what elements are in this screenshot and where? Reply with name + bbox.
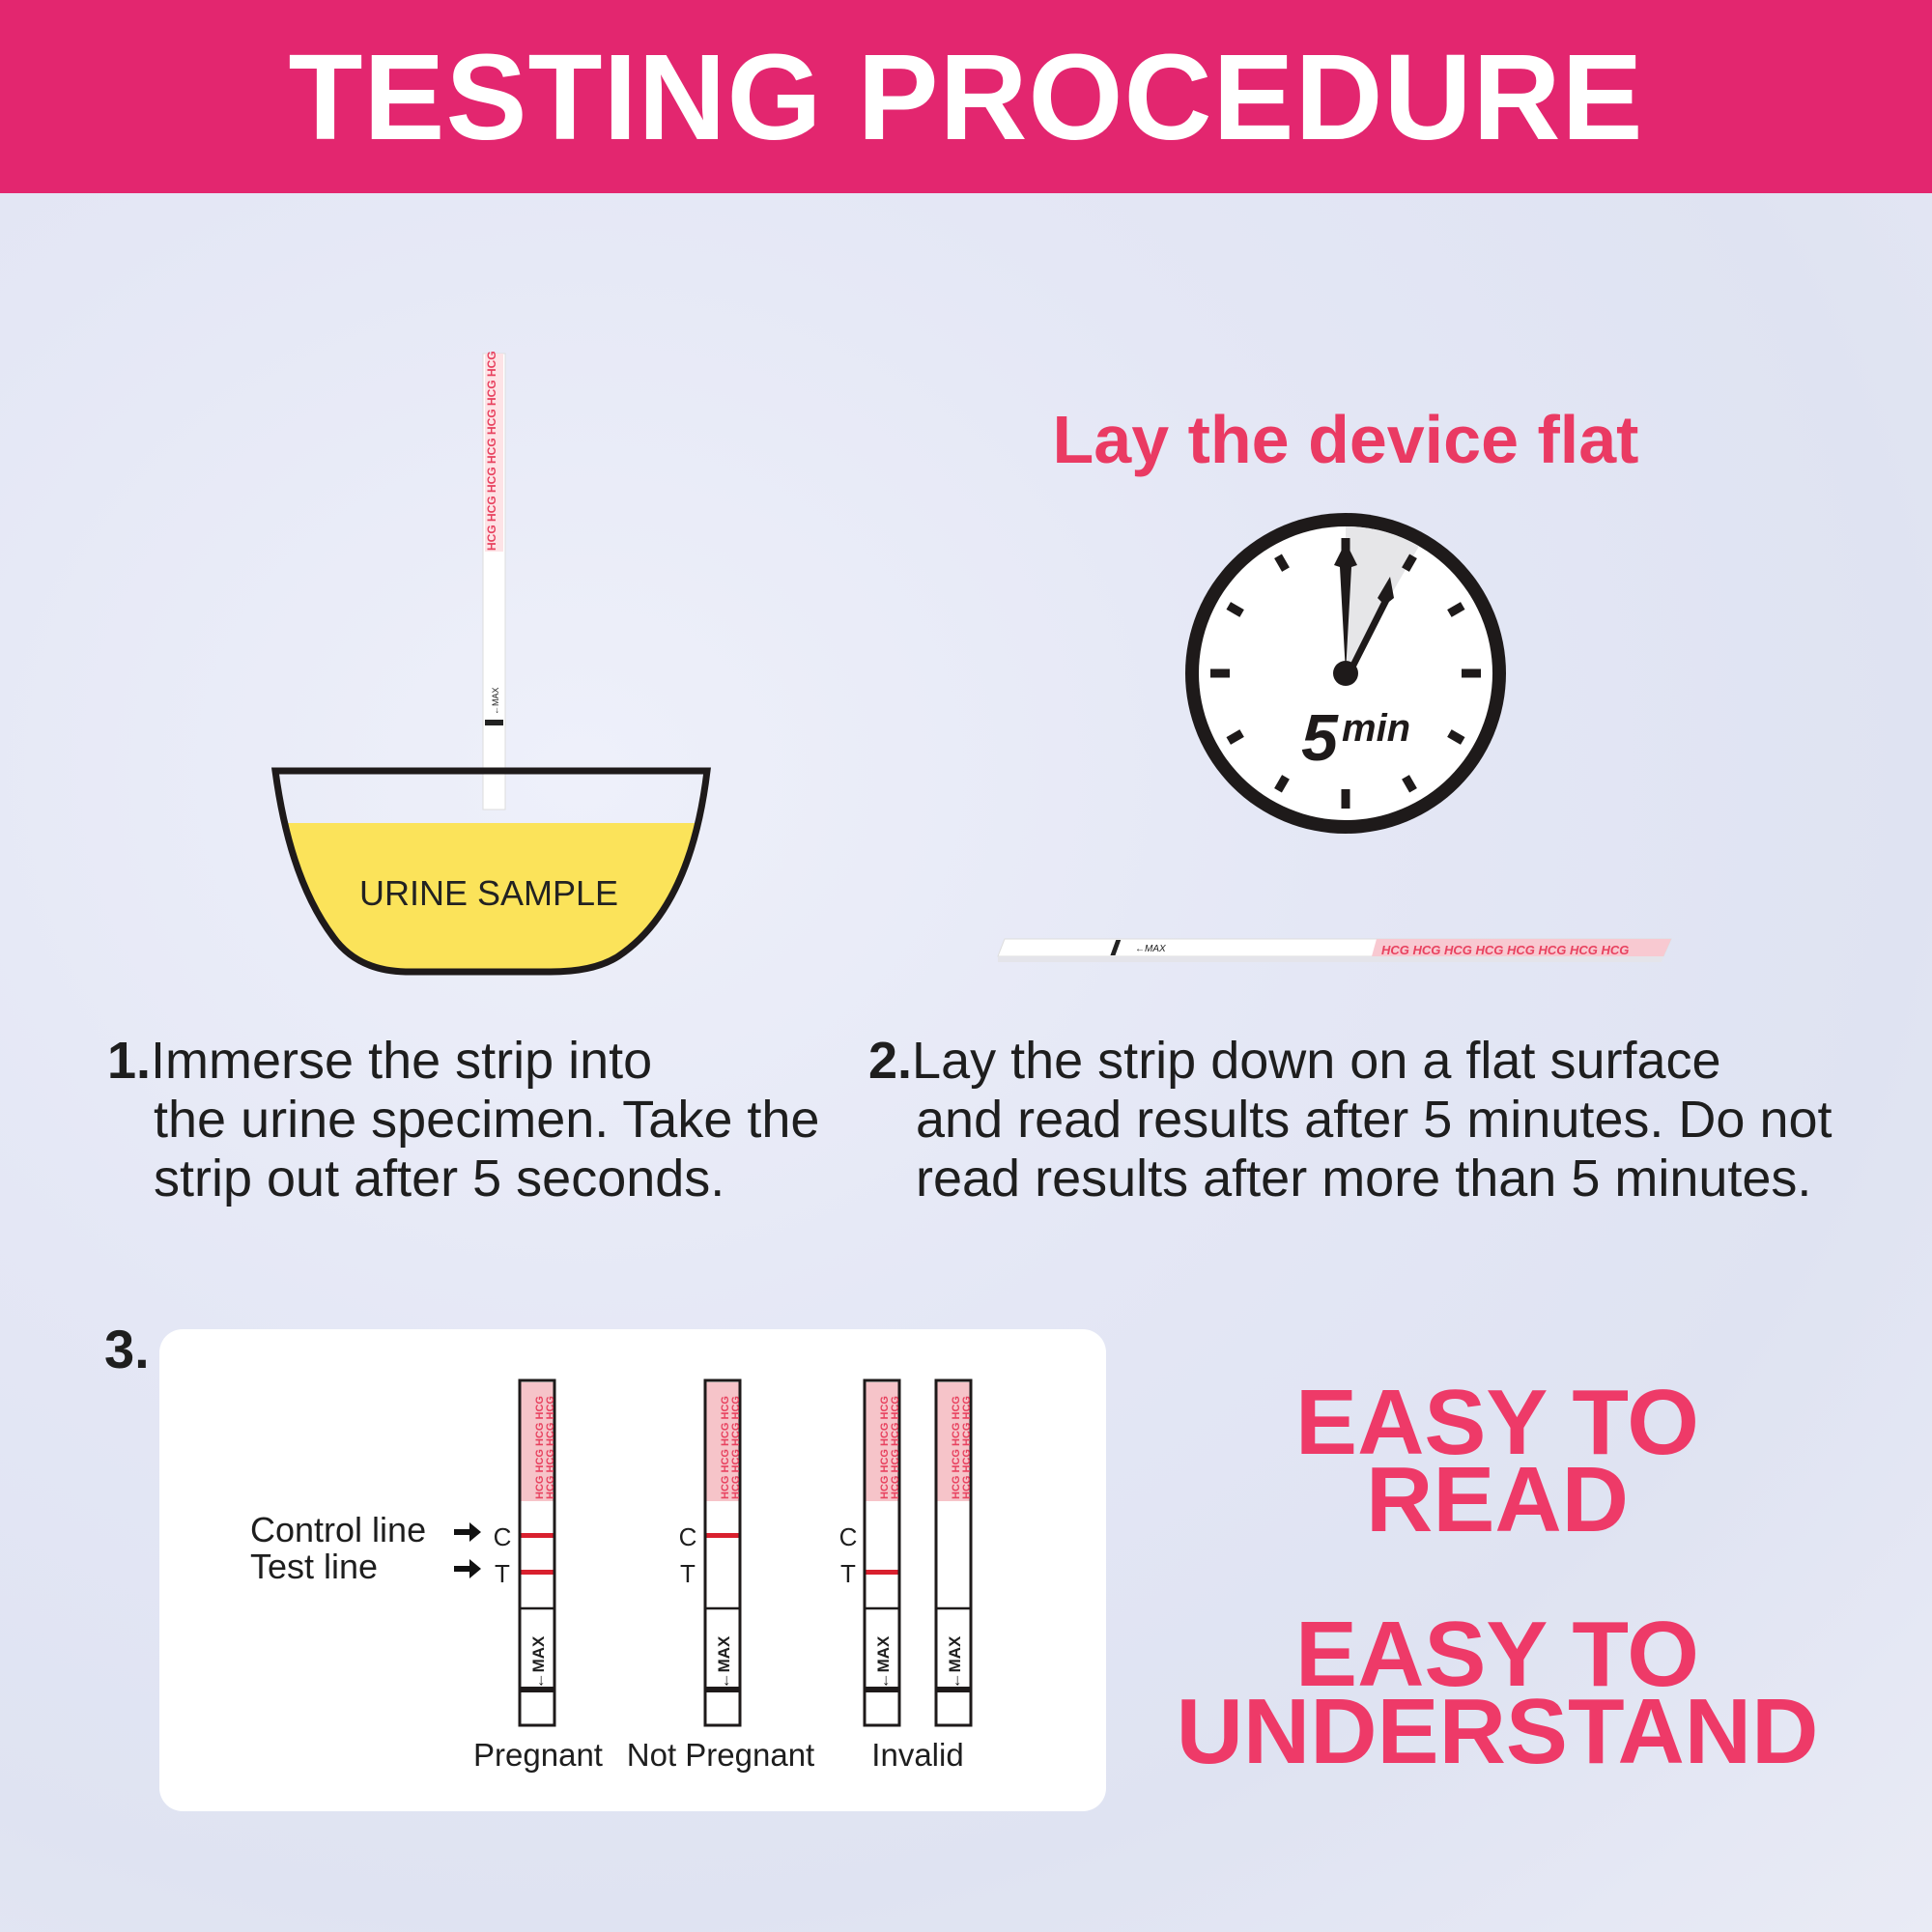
- clock-tick: [1226, 729, 1244, 745]
- svg-text:HCG HCG HCG HCG: HCG HCG HCG HCG: [730, 1396, 742, 1499]
- svg-text:←MAX: ←MAX: [1135, 944, 1166, 954]
- result-strip: HCG HCG HCG HCG HCG HCG HCG HCG ←MAX: [934, 1378, 973, 1727]
- flat-test-strip: HCG HCG HCG HCG HCG HCG HCG HCG ←MAX: [997, 938, 1672, 962]
- control-line-mark: [706, 1533, 739, 1538]
- clock-icon: 5 min: [1185, 513, 1506, 834]
- result-label: Pregnant: [473, 1737, 603, 1773]
- t-marker: T: [840, 1559, 856, 1588]
- control-line-mark: [521, 1533, 554, 1538]
- urine-bowl-illustration: HCG HCG HCG HCG HCG HCG HCG ←MAX URINE S…: [270, 351, 711, 976]
- arrow-right-icon: [454, 1522, 481, 1542]
- clock-tick: [1274, 775, 1290, 793]
- hcg-print: HCG HCG HCG HCG HCG HCG HCG: [485, 351, 498, 551]
- step2-text: 2.Lay the strip down on a flat surface a…: [868, 1032, 1833, 1208]
- svg-text:←MAX: ←MAX: [491, 687, 500, 715]
- lay-flat-heading: Lay the device flat: [1052, 402, 1639, 477]
- t-marker: T: [680, 1559, 696, 1588]
- page-title: TESTING PROCEDURE: [288, 28, 1644, 165]
- svg-text:5: 5: [1301, 701, 1339, 775]
- svg-text:←MAX: ←MAX: [946, 1635, 964, 1689]
- clock-tick: [1226, 602, 1244, 617]
- step3-number: 3.: [104, 1319, 150, 1379]
- svg-text:HCG HCG HCG HCG: HCG HCG HCG HCG: [534, 1396, 546, 1499]
- result-strip: HCG HCG HCG HCG HCG HCG HCG HCG ←MAX: [863, 1378, 901, 1727]
- control-line-label: Control line: [250, 1510, 426, 1549]
- step1-text: 1.Immerse the strip into the urine speci…: [107, 1032, 820, 1208]
- svg-text:HCG HCG HCG HCG: HCG HCG HCG HCG: [720, 1396, 731, 1499]
- vertical-test-strip: HCG HCG HCG HCG HCG HCG HCG ←MAX: [482, 351, 506, 810]
- svg-text:HCG HCG HCG HCG HCG HCG HCG HC: HCG HCG HCG HCG HCG HCG HCG HCG: [1381, 943, 1629, 957]
- clock-tick: [1447, 729, 1465, 745]
- results-card: Control line Test line HCG HCG HCG HCG H…: [159, 1329, 1106, 1811]
- test-line-mark: [866, 1570, 898, 1575]
- svg-text:←MAX: ←MAX: [874, 1635, 893, 1689]
- svg-text:HCG HCG HCG HCG: HCG HCG HCG HCG: [961, 1396, 973, 1499]
- svg-text:min: min: [1342, 707, 1410, 750]
- svg-text:←MAX: ←MAX: [715, 1635, 733, 1689]
- test-line-mark: [521, 1570, 554, 1575]
- svg-text:HCG HCG HCG HCG: HCG HCG HCG HCG: [951, 1396, 962, 1499]
- t-marker: T: [495, 1559, 510, 1588]
- result-strip: HCG HCG HCG HCG HCG HCG HCG HCG ←MAX: [518, 1378, 556, 1727]
- clock-tick: [1341, 789, 1350, 809]
- results-diagram: Control line Test line HCG HCG HCG HCG H…: [250, 1378, 973, 1773]
- arrow-right-icon: [454, 1559, 481, 1578]
- result-strip: HCG HCG HCG HCG HCG HCG HCG HCG ←MAX: [703, 1378, 742, 1727]
- clock-tick: [1402, 775, 1417, 793]
- result-label: Invalid: [871, 1737, 963, 1773]
- svg-text:←MAX: ←MAX: [529, 1635, 548, 1689]
- header-banner: TESTING PROCEDURE: [0, 0, 1932, 193]
- result-label: Not Pregnant: [627, 1737, 814, 1773]
- clock-tick: [1447, 602, 1465, 617]
- bowl-label: URINE SAMPLE: [359, 873, 618, 913]
- svg-text:HCG HCG HCG HCG: HCG HCG HCG HCG: [890, 1396, 901, 1499]
- clock-tick: [1462, 668, 1481, 678]
- c-marker: C: [839, 1522, 858, 1551]
- clock-tick: [1402, 554, 1417, 572]
- slogan-easy-to-read: EASY TO READ: [1295, 1371, 1699, 1551]
- test-line-label: Test line: [250, 1547, 378, 1586]
- clock-tick: [1210, 668, 1230, 678]
- c-marker: C: [494, 1522, 512, 1551]
- svg-text:HCG HCG HCG HCG: HCG HCG HCG HCG: [545, 1396, 556, 1499]
- clock-tick: [1274, 554, 1290, 572]
- slogan-easy-to-understand: EASY TO UNDERSTAND: [1176, 1603, 1819, 1783]
- svg-text:HCG HCG HCG HCG: HCG HCG HCG HCG: [879, 1396, 891, 1499]
- c-marker: C: [679, 1522, 697, 1551]
